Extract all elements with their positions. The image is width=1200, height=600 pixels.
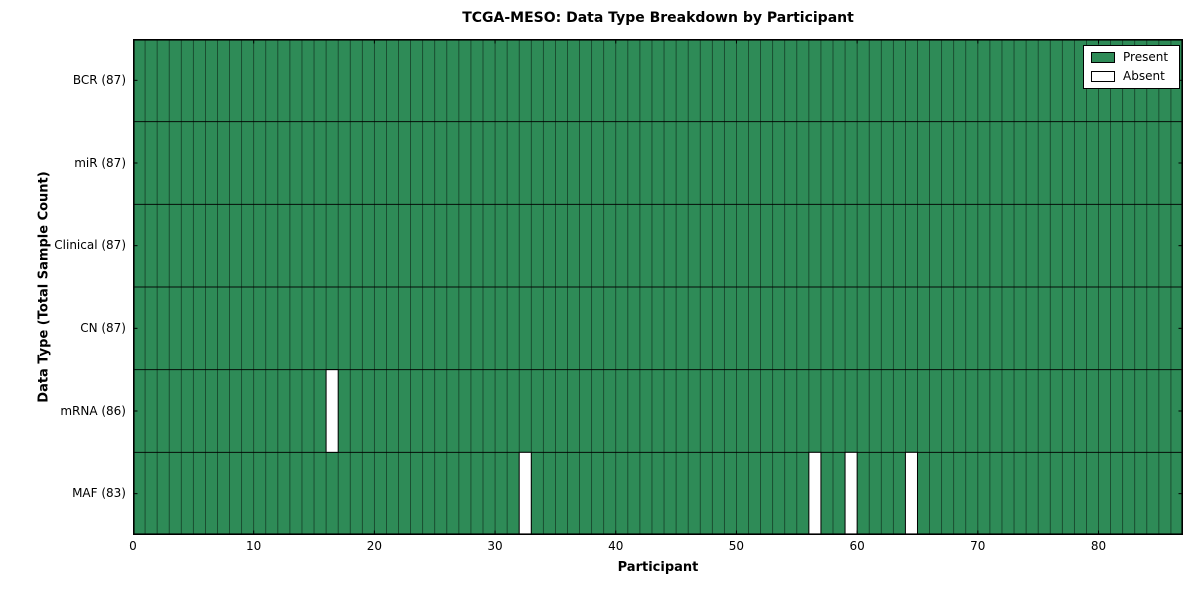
x-tick-label-30: 30 bbox=[487, 539, 503, 553]
y-tick-label-cn: CN (87) bbox=[80, 320, 126, 335]
chart-title: TCGA-MESO: Data Type Breakdown by Partic… bbox=[462, 10, 854, 26]
x-tick-label-50: 50 bbox=[728, 539, 745, 553]
y-tick-label-mir: miR (87) bbox=[74, 155, 126, 170]
axes-border bbox=[133, 39, 1183, 535]
y-axis-title: Data Type (Total Sample Count) bbox=[36, 171, 52, 403]
x-tick-label-60: 60 bbox=[849, 539, 865, 553]
x-axis-title: Participant bbox=[617, 560, 699, 575]
legend-label-absent: Absent bbox=[1123, 69, 1165, 83]
legend-swatch-present-icon bbox=[1091, 52, 1115, 63]
absent-cell-maf-56 bbox=[808, 451, 822, 535]
y-tick-label-clinical: Clinical (87) bbox=[54, 238, 126, 253]
x-tick-label-20: 20 bbox=[366, 539, 383, 553]
x-tick-label-70: 70 bbox=[970, 539, 986, 553]
absent-cell-maf-32 bbox=[518, 451, 532, 535]
y-tick-label-mrna: mRNA (86) bbox=[60, 403, 126, 418]
legend: Present Absent bbox=[1083, 45, 1180, 89]
x-tick-label-80: 80 bbox=[1090, 539, 1107, 553]
legend-swatch-absent-icon bbox=[1091, 71, 1115, 82]
x-tick-label-0: 0 bbox=[129, 539, 137, 553]
x-tick-label-40: 40 bbox=[608, 539, 624, 553]
absent-cell-maf-64 bbox=[904, 451, 918, 535]
x-tick-label-10: 10 bbox=[246, 539, 262, 553]
plot-area bbox=[133, 39, 1183, 535]
y-tick-label-maf: MAF (83) bbox=[72, 486, 126, 501]
absent-cell-mrna-16 bbox=[325, 369, 339, 453]
absent-cell-maf-59 bbox=[844, 451, 858, 535]
y-tick-label-bcr: BCR (87) bbox=[72, 72, 126, 87]
legend-label-present: Present bbox=[1123, 50, 1169, 64]
legend-item-present: Present bbox=[1091, 51, 1173, 64]
legend-item-absent: Absent bbox=[1091, 70, 1173, 83]
